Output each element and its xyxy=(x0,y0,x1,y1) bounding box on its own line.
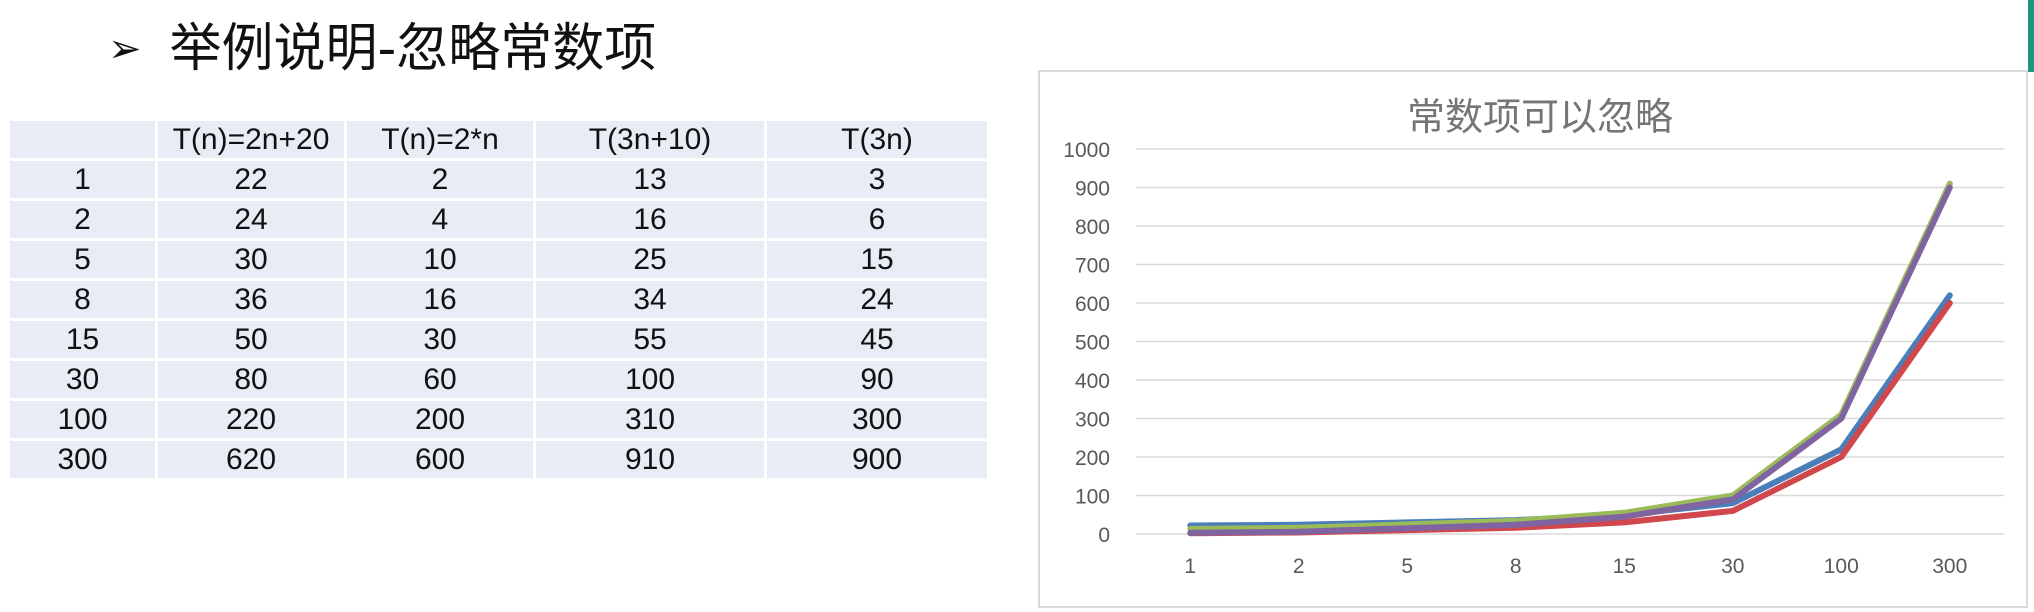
y-tick-label: 200 xyxy=(1075,447,1110,470)
table-row: 300 620 600 910 900 xyxy=(7,438,990,481)
y-tick-label: 300 xyxy=(1075,409,1110,432)
series-line-3 xyxy=(1187,180,1953,532)
data-table: T(n)=2n+20 T(n)=2*n T(3n+10) T(3n) 1 22 … xyxy=(7,118,990,481)
chart-title: 常数项可以忽略 xyxy=(1407,95,1673,139)
y-tick-label: 900 xyxy=(1075,178,1110,201)
table-cell: 4 xyxy=(344,198,536,241)
x-tick-label: 30 xyxy=(1721,555,1744,578)
table-cell: 30 xyxy=(155,238,347,281)
table-row: 30 80 60 100 90 xyxy=(7,358,990,401)
y-tick-label: 0 xyxy=(1098,524,1110,547)
table-cell: 60 xyxy=(344,358,536,401)
y-tick-label: 400 xyxy=(1075,370,1110,393)
table-cell: 100 xyxy=(533,358,767,401)
x-tick-label: 15 xyxy=(1613,555,1636,578)
table-cell: 25 xyxy=(533,238,767,281)
chart-canvas: 常数项可以忽略 0 100 200 300 400 500 600 700 800 900 1000… xyxy=(1063,95,2004,578)
y-tick-label: 100 xyxy=(1075,486,1110,509)
table-cell: 34 xyxy=(533,278,767,321)
table-row: 15 50 30 55 45 xyxy=(7,318,990,361)
table-cell: 22 xyxy=(155,158,347,201)
table-cell: 10 xyxy=(344,238,536,281)
series-line-1 xyxy=(1187,292,1953,529)
table-header-cell: T(3n+10) xyxy=(533,118,767,161)
series-line-4 xyxy=(1187,184,1953,536)
y-tick-label: 600 xyxy=(1075,293,1110,316)
y-tick-label: 800 xyxy=(1075,216,1110,239)
table-cell: 15 xyxy=(7,318,158,361)
table-cell: 1 xyxy=(7,158,158,201)
table-cell: 50 xyxy=(155,318,347,361)
table-cell: 310 xyxy=(533,398,767,441)
table-cell: 30 xyxy=(344,318,536,361)
arrow-bullet-icon: ➢ xyxy=(108,26,142,72)
table-cell: 24 xyxy=(155,198,347,241)
table-cell: 55 xyxy=(533,318,767,361)
table-header-cell xyxy=(7,118,158,161)
x-tick-label: 8 xyxy=(1510,555,1522,578)
table-cell: 900 xyxy=(764,438,990,481)
table-cell: 24 xyxy=(764,278,990,321)
edge-accent-bar xyxy=(2028,0,2034,72)
table-row: 100 220 200 310 300 xyxy=(7,398,990,441)
table-cell: 16 xyxy=(533,198,767,241)
slide-title: 举例说明-忽略常数项 xyxy=(169,19,657,79)
table-cell: 2 xyxy=(7,198,158,241)
table-cell: 600 xyxy=(344,438,536,481)
table-header-cell: T(n)=2*n xyxy=(344,118,536,161)
table-cell: 30 xyxy=(7,358,158,401)
table-row: 2 24 4 16 6 xyxy=(7,198,990,241)
x-tick-label: 1 xyxy=(1184,555,1196,578)
table-cell: 45 xyxy=(764,318,990,361)
table-cell: 300 xyxy=(7,438,158,481)
table-row: 8 36 16 34 24 xyxy=(7,278,990,321)
table-row: 1 22 2 13 3 xyxy=(7,158,990,201)
table-header-row: T(n)=2n+20 T(n)=2*n T(3n+10) T(3n) xyxy=(7,118,990,161)
table-cell: 15 xyxy=(764,238,990,281)
slide-heading: ➢ 举例说明-忽略常数项 xyxy=(108,14,656,84)
x-tick-label: 300 xyxy=(1932,555,1967,578)
table-cell: 8 xyxy=(7,278,158,321)
table-cell: 36 xyxy=(155,278,347,321)
table-cell: 200 xyxy=(344,398,536,441)
table-cell: 2 xyxy=(344,158,536,201)
table-cell: 16 xyxy=(344,278,536,321)
table-cell: 5 xyxy=(7,238,158,281)
x-tick-label: 100 xyxy=(1824,555,1859,578)
table-cell: 90 xyxy=(764,358,990,401)
table-cell: 6 xyxy=(764,198,990,241)
table-cell: 910 xyxy=(533,438,767,481)
y-tick-label: 700 xyxy=(1075,255,1110,278)
table-cell: 13 xyxy=(533,158,767,201)
table-cell: 80 xyxy=(155,358,347,401)
y-tick-label: 1000 xyxy=(1063,139,1110,162)
line-chart: 常数项可以忽略 0 100 200 300 400 500 600 700 800 900 1000… xyxy=(1038,70,2028,608)
table-cell: 300 xyxy=(764,398,990,441)
table-row: 5 30 10 25 15 xyxy=(7,238,990,281)
table-cell: 620 xyxy=(155,438,347,481)
table-header-cell: T(3n) xyxy=(764,118,990,161)
x-tick-label: 5 xyxy=(1401,555,1413,578)
table-cell: 3 xyxy=(764,158,990,201)
x-tick-label: 2 xyxy=(1293,555,1305,578)
y-tick-label: 500 xyxy=(1075,332,1110,355)
table-header-cell: T(n)=2n+20 xyxy=(155,118,347,161)
table-cell: 220 xyxy=(155,398,347,441)
table-cell: 100 xyxy=(7,398,158,441)
